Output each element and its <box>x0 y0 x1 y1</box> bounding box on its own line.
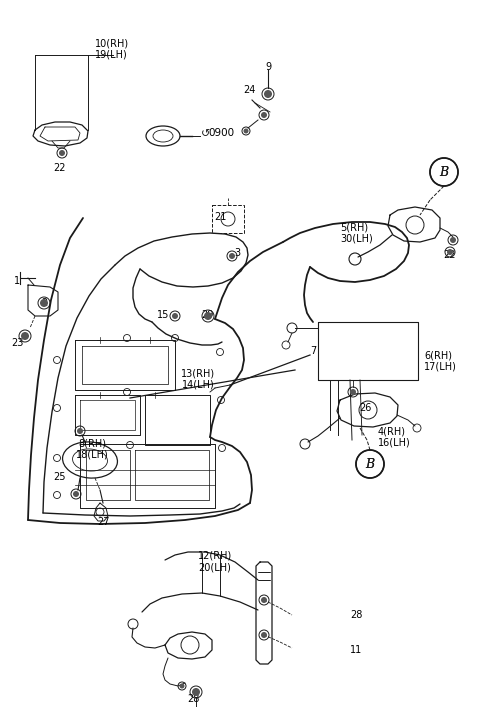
Circle shape <box>204 312 212 320</box>
Text: 8(RH)
18(LH): 8(RH) 18(LH) <box>76 438 108 460</box>
Text: 28: 28 <box>187 694 199 704</box>
Text: B: B <box>439 166 449 179</box>
Bar <box>212 205 244 233</box>
Circle shape <box>229 253 235 259</box>
Text: 6(RH)
17(LH): 6(RH) 17(LH) <box>424 350 457 372</box>
Text: 1: 1 <box>14 276 20 286</box>
Text: 23: 23 <box>11 338 23 348</box>
Circle shape <box>172 313 178 319</box>
Circle shape <box>40 299 48 307</box>
Text: 12(RH)
20(LH): 12(RH) 20(LH) <box>198 551 232 572</box>
Text: 22: 22 <box>54 163 66 173</box>
Circle shape <box>73 491 79 497</box>
Text: 11: 11 <box>350 645 362 655</box>
Text: 4(RH)
16(LH): 4(RH) 16(LH) <box>378 426 411 447</box>
Circle shape <box>264 90 272 98</box>
Text: 5(RH)
30(LH): 5(RH) 30(LH) <box>340 222 373 243</box>
Text: 28: 28 <box>350 610 362 620</box>
Circle shape <box>261 112 267 118</box>
Text: 15: 15 <box>157 310 169 320</box>
Circle shape <box>261 632 267 638</box>
Text: 3: 3 <box>234 248 240 258</box>
Circle shape <box>192 688 200 696</box>
Text: 27: 27 <box>97 517 109 527</box>
Text: 13(RH)
14(LH): 13(RH) 14(LH) <box>181 368 215 390</box>
Circle shape <box>243 129 249 134</box>
Text: B: B <box>439 166 449 179</box>
Text: 2: 2 <box>41 298 47 308</box>
Text: $\circlearrowleft$: $\circlearrowleft$ <box>198 128 211 138</box>
Text: 7: 7 <box>310 346 316 356</box>
Text: 26: 26 <box>359 403 371 413</box>
Circle shape <box>77 428 83 434</box>
Text: 21: 21 <box>214 212 226 222</box>
Text: 10(RH)
19(LH): 10(RH) 19(LH) <box>95 38 129 60</box>
Text: 9: 9 <box>265 62 271 72</box>
Text: 25: 25 <box>54 472 66 482</box>
Text: 0900: 0900 <box>208 128 234 138</box>
Text: 22: 22 <box>444 250 456 260</box>
Text: B: B <box>365 457 374 470</box>
Circle shape <box>447 249 453 255</box>
Circle shape <box>180 684 184 689</box>
Circle shape <box>59 150 65 156</box>
Circle shape <box>261 597 267 603</box>
Text: 29: 29 <box>201 310 213 320</box>
Text: B: B <box>365 457 374 470</box>
Text: 24: 24 <box>243 85 255 95</box>
Circle shape <box>450 237 456 243</box>
Circle shape <box>21 332 29 340</box>
Circle shape <box>350 389 356 395</box>
